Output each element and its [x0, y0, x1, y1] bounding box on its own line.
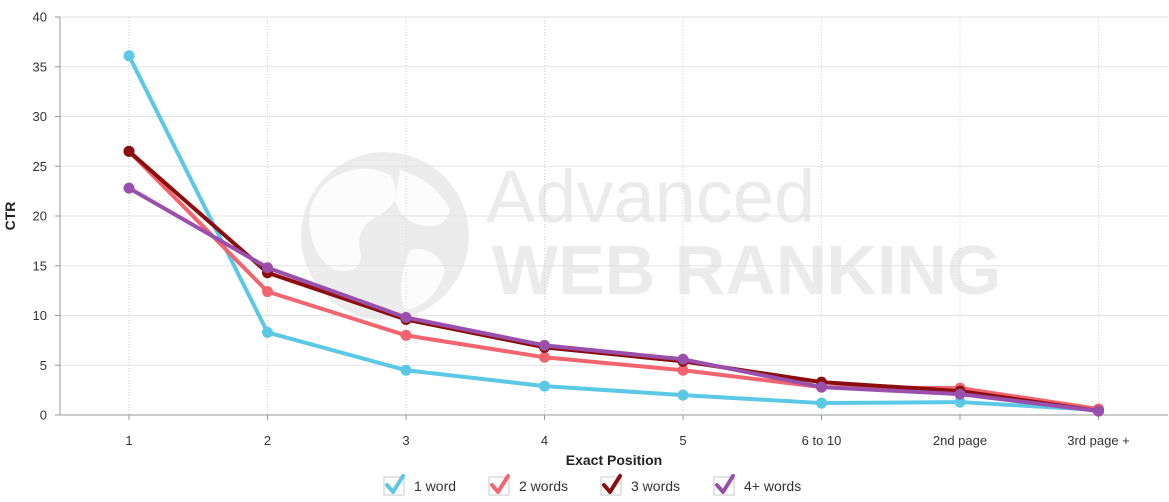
- y-tick-label: 10: [33, 308, 47, 323]
- data-point: [262, 262, 273, 274]
- data-point: [677, 389, 689, 401]
- check-icon: [715, 474, 735, 494]
- data-point: [123, 50, 135, 62]
- series-layer: [123, 50, 1104, 417]
- legend: 1 word 2 words 3 words 4+ words: [383, 474, 801, 496]
- data-point: [262, 286, 273, 298]
- y-tick-label: 25: [33, 159, 47, 174]
- data-point: [539, 339, 550, 351]
- data-point: [1093, 405, 1104, 417]
- data-point: [954, 396, 966, 408]
- x-tick-label: 3: [402, 433, 409, 448]
- watermark-logo: Advanced WEB RANKING: [301, 152, 1001, 320]
- check-icon: [385, 474, 405, 494]
- watermark-line1: Advanced: [486, 155, 815, 238]
- legend-label: 4+ words: [744, 478, 801, 494]
- data-point: [539, 380, 550, 392]
- data-point: [123, 145, 135, 157]
- data-point: [954, 388, 966, 400]
- legend-label: 3 words: [631, 478, 680, 494]
- legend-item: 3 words: [600, 474, 680, 496]
- x-tick-label: 6 to 10: [802, 433, 842, 448]
- data-point: [262, 326, 273, 338]
- legend-item: 1 word: [383, 474, 456, 496]
- data-point: [400, 311, 412, 323]
- x-tick-label: 1: [125, 433, 132, 448]
- legend-item: 4+ words: [713, 474, 801, 496]
- axes: 0 5 10 15 20 25 30 35 40 1 2 3 4 5 6 to 10 2nd page 3rd …: [33, 10, 1168, 448]
- y-tick-label: 35: [33, 59, 47, 74]
- x-tick-label: 4: [541, 433, 548, 448]
- data-point: [539, 351, 550, 363]
- series-line: [127, 186, 1101, 414]
- y-tick-label: 5: [40, 358, 47, 373]
- x-tick-label: 3rd page +: [1067, 433, 1130, 448]
- check-icon: [490, 474, 510, 494]
- x-tick-label: 2nd page: [933, 433, 987, 448]
- series-line: [127, 53, 1101, 413]
- data-point: [123, 182, 135, 194]
- data-point: [400, 329, 412, 341]
- check-icon: [602, 474, 622, 494]
- data-point: [677, 353, 689, 365]
- data-point: [816, 397, 827, 409]
- data-point: [400, 364, 412, 376]
- data-point: [816, 381, 827, 393]
- y-tick-label: 40: [33, 10, 47, 25]
- legend-label: 1 word: [414, 478, 456, 494]
- globe-icon: [301, 152, 469, 320]
- y-tick-label: 30: [33, 109, 47, 124]
- y-tick-label: 0: [40, 408, 47, 423]
- y-tick-label: 15: [33, 258, 47, 273]
- data-point: [677, 364, 689, 376]
- series-4: [123, 182, 1104, 417]
- x-tick-label: 5: [679, 433, 686, 448]
- legend-item: 2 words: [488, 474, 568, 496]
- y-tick-label: 20: [33, 209, 47, 224]
- watermark-line2: WEB RANKING: [492, 231, 1001, 309]
- x-tick-label: 2: [264, 433, 271, 448]
- y-axis-title: CTR: [2, 202, 18, 231]
- x-axis-title: Exact Position: [566, 452, 662, 468]
- legend-label: 2 words: [519, 478, 568, 494]
